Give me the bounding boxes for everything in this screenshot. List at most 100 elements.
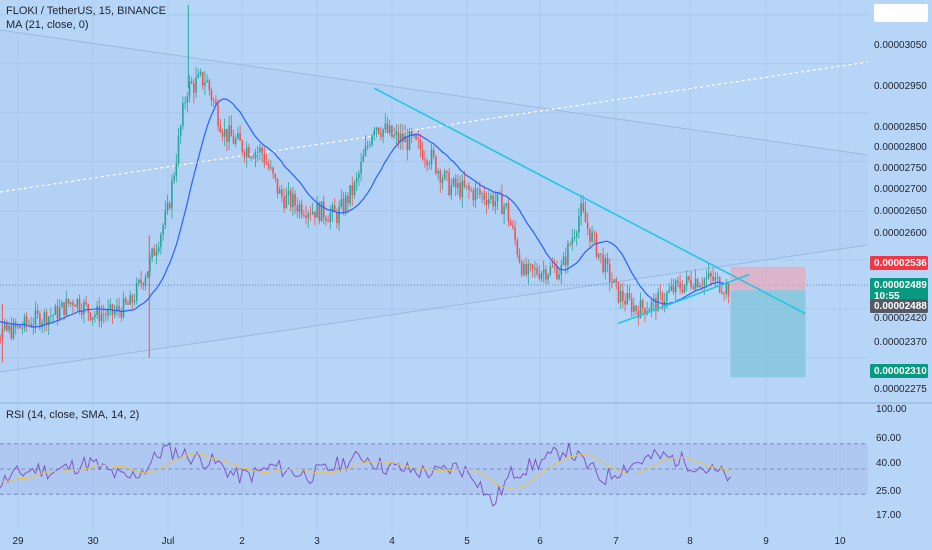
candle-body [212, 100, 215, 101]
candle-body [43, 312, 46, 323]
candle-body [307, 213, 310, 219]
candle-body [696, 278, 699, 288]
candle-body [380, 133, 382, 137]
candle [450, 178, 453, 200]
candle [613, 278, 615, 284]
time-tick-label: 4 [389, 536, 395, 547]
trendline-0[interactable] [373, 87, 806, 315]
candle-body [347, 195, 349, 204]
price-axis[interactable]: 0.00003050 0.00002950 0.00002850 0.00002800… [874, 40, 927, 521]
stop-badge-bg [870, 256, 928, 270]
candle [362, 149, 365, 163]
candle [193, 78, 195, 104]
candle-body [391, 125, 393, 137]
candle [331, 202, 334, 222]
candle [164, 200, 167, 230]
candle [19, 324, 21, 329]
candle-body [382, 129, 384, 137]
last-price-badge-bg [870, 278, 928, 300]
ma-legend[interactable]: MA (21, close, 0) [6, 19, 89, 31]
candle-body [536, 268, 538, 275]
candle-body [47, 316, 50, 326]
symbol-legend[interactable]: FLOKI / TetherUS, 15, BINANCE [6, 5, 166, 17]
candle [641, 298, 644, 314]
candle [298, 200, 301, 219]
candle-body [474, 188, 477, 201]
candle-body [248, 147, 250, 158]
candle [527, 259, 530, 285]
candle-body [712, 276, 714, 281]
candle-body [226, 128, 228, 142]
candle-body [424, 159, 426, 161]
candle-body [254, 152, 257, 159]
candle [272, 166, 274, 179]
candle [417, 130, 420, 149]
candle-body [388, 125, 391, 133]
candle [232, 129, 235, 145]
candle-body [595, 233, 598, 258]
candle [437, 168, 439, 180]
time-tick-label: 8 [687, 536, 693, 547]
candle [89, 312, 92, 322]
candle [25, 312, 28, 332]
candle-body [540, 272, 543, 279]
candle [278, 186, 281, 194]
candle-body [98, 305, 101, 322]
short-position-tool[interactable] [730, 266, 806, 378]
last-price-badge-text: 0.00002489 [874, 280, 927, 291]
candle [373, 126, 376, 141]
chart-control-box[interactable] [874, 4, 928, 22]
time-axis[interactable]: 29 30 Jul 2 3 4 5 6 7 8 9 10 [12, 536, 846, 547]
candle-body [338, 206, 340, 224]
candle-body [127, 303, 129, 305]
candle-body [261, 147, 263, 154]
candle-body [217, 104, 219, 126]
candle-body [723, 293, 725, 295]
candle [569, 241, 571, 247]
candle [591, 226, 593, 244]
candle-body [122, 298, 125, 318]
candle [529, 262, 532, 272]
candle-body [364, 146, 367, 156]
candle-body [707, 272, 710, 278]
candle [397, 124, 400, 149]
candle [690, 271, 692, 290]
drawn-trendlines[interactable] [373, 87, 806, 325]
candle [459, 175, 461, 201]
candle-body [690, 279, 692, 287]
candle [61, 300, 63, 308]
candle [314, 211, 316, 226]
candle-body [558, 274, 560, 280]
candle [248, 143, 250, 159]
candle [573, 229, 576, 242]
candle-body [659, 292, 662, 294]
trendline-1[interactable] [617, 273, 750, 325]
time-tick-label: 6 [537, 536, 543, 547]
candle [54, 303, 57, 316]
candle [311, 202, 314, 216]
candle [551, 257, 554, 268]
candle-body [476, 188, 479, 190]
candle [113, 304, 116, 319]
rsi-legend[interactable]: RSI (14, close, SMA, 14, 2) [6, 409, 140, 421]
take-profit-zone[interactable] [730, 290, 806, 378]
candle-body [714, 277, 717, 281]
candle [56, 299, 59, 326]
candle [133, 293, 136, 306]
candle [674, 278, 677, 302]
candle-body [34, 310, 37, 325]
candle [36, 304, 39, 319]
time-tick-label: 9 [763, 536, 769, 547]
candle [0, 334, 2, 345]
candle [195, 67, 197, 98]
candle-body [190, 81, 193, 84]
candle-body [327, 220, 329, 222]
candle [327, 215, 329, 223]
candle-body [166, 202, 169, 211]
candle-body [371, 135, 373, 146]
candle [712, 267, 714, 285]
candle-body [131, 295, 134, 303]
candle [243, 149, 246, 163]
stop-loss-zone[interactable] [730, 266, 806, 291]
